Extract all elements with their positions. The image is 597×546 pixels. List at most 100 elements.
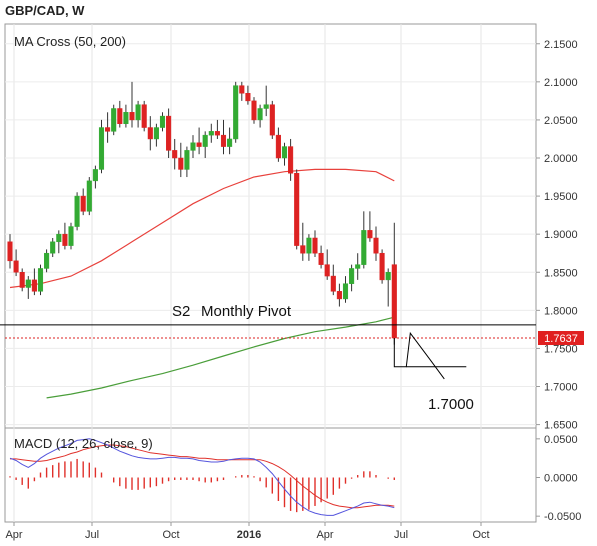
- price-tick-label: 1.9000: [544, 229, 578, 241]
- candle: [123, 112, 129, 124]
- price-tick-label: 1.7500: [544, 343, 578, 355]
- candle: [281, 146, 288, 159]
- candle: [141, 104, 147, 128]
- x-tick-label: 2016: [237, 529, 261, 541]
- candle: [184, 150, 190, 170]
- horizontal-grid: [5, 43, 536, 426]
- candle: [208, 131, 214, 136]
- candle: [129, 112, 135, 121]
- candle: [361, 230, 367, 265]
- candle: [56, 233, 62, 243]
- candle: [251, 100, 257, 121]
- candle: [178, 157, 184, 170]
- candle: [172, 150, 178, 159]
- candle: [105, 127, 111, 132]
- candle: [288, 146, 294, 174]
- candle: [275, 134, 281, 159]
- candle: [355, 264, 361, 269]
- candle: [111, 108, 117, 132]
- price-tick-label: 1.8000: [544, 305, 578, 317]
- price-tick-label: 2.0000: [544, 153, 578, 165]
- candle: [391, 264, 397, 339]
- candle: [214, 131, 220, 136]
- price-tick-label: 1.6500: [544, 420, 578, 432]
- candle: [306, 237, 312, 254]
- candle: [318, 252, 324, 265]
- price-axis-ticks: 2.1500 2.1000 2.0500 2.0000 1.9500 1.9000 1.85…: [536, 39, 578, 432]
- macd-line: [9, 438, 395, 516]
- candle: [92, 169, 98, 182]
- candle: [62, 233, 68, 246]
- candle: [13, 260, 19, 273]
- target-label: 1.7000: [428, 396, 474, 413]
- candle: [233, 85, 239, 140]
- candle: [196, 142, 202, 147]
- candle: [153, 127, 159, 140]
- candle: [7, 241, 13, 262]
- candle: [19, 272, 25, 288]
- candle: [373, 237, 379, 254]
- candle: [300, 245, 306, 254]
- candle: [135, 104, 141, 121]
- candle: [44, 252, 50, 269]
- ma50-line: [9, 168, 395, 289]
- candle: [31, 279, 37, 292]
- x-tick-label: Jul: [85, 529, 99, 541]
- candle: [385, 272, 391, 281]
- candle: [86, 180, 92, 212]
- candle: [117, 108, 123, 124]
- candle: [80, 195, 86, 212]
- candle: [263, 104, 269, 109]
- macd-tick-label: 0.0000: [544, 473, 578, 485]
- x-tick-label: Oct: [162, 529, 179, 541]
- candle: [147, 127, 153, 140]
- price-tick-label: 2.1500: [544, 39, 578, 51]
- candle: [336, 291, 342, 300]
- chart-title: GBP/CAD, W: [5, 3, 85, 18]
- price-tick-label: 2.1000: [544, 77, 578, 89]
- price-tick-label: 1.8500: [544, 267, 578, 279]
- x-tick-label: Apr: [316, 529, 333, 541]
- candle: [294, 172, 300, 246]
- ma200-line: [46, 316, 395, 399]
- projection-path: [393, 331, 445, 380]
- candle: [98, 127, 105, 170]
- candle: [50, 241, 56, 254]
- macd-tick-label: 0.0500: [544, 434, 578, 446]
- candle: [190, 142, 196, 151]
- macd-tick-label: -0.0500: [544, 511, 581, 523]
- candle: [269, 104, 275, 136]
- candle: [349, 268, 355, 284]
- candle: [367, 230, 373, 239]
- candles: [7, 81, 397, 345]
- s2-label: S2: [172, 303, 190, 320]
- candle: [245, 93, 251, 102]
- x-tick-label: Jul: [394, 529, 408, 541]
- candle: [25, 279, 31, 288]
- candle: [220, 134, 227, 147]
- candle: [330, 275, 336, 292]
- candle: [159, 115, 166, 128]
- macd-signal-line: [10, 444, 395, 509]
- candle: [324, 264, 330, 277]
- price-tick-label: 1.9500: [544, 191, 578, 203]
- candle: [239, 85, 245, 94]
- candle: [312, 237, 318, 254]
- macd-panel-label: MACD (12, 26, close, 9): [14, 436, 153, 451]
- candle: [74, 195, 80, 227]
- candle: [379, 252, 385, 281]
- price-tick-label: 1.7000: [544, 382, 578, 394]
- x-tick-label: Oct: [472, 529, 489, 541]
- x-tick-label: Apr: [5, 529, 22, 541]
- candle: [202, 134, 208, 147]
- macd-histogram: [9, 458, 395, 513]
- candle: [342, 283, 349, 300]
- price-panel-frame: [4, 23, 537, 429]
- candle: [227, 138, 233, 147]
- price-panel-label: MA Cross (50, 200): [14, 34, 126, 49]
- candle: [37, 268, 44, 292]
- price-tick-label: 2.0500: [544, 115, 578, 127]
- last-price-tag: [538, 330, 584, 345]
- candle: [68, 226, 74, 246]
